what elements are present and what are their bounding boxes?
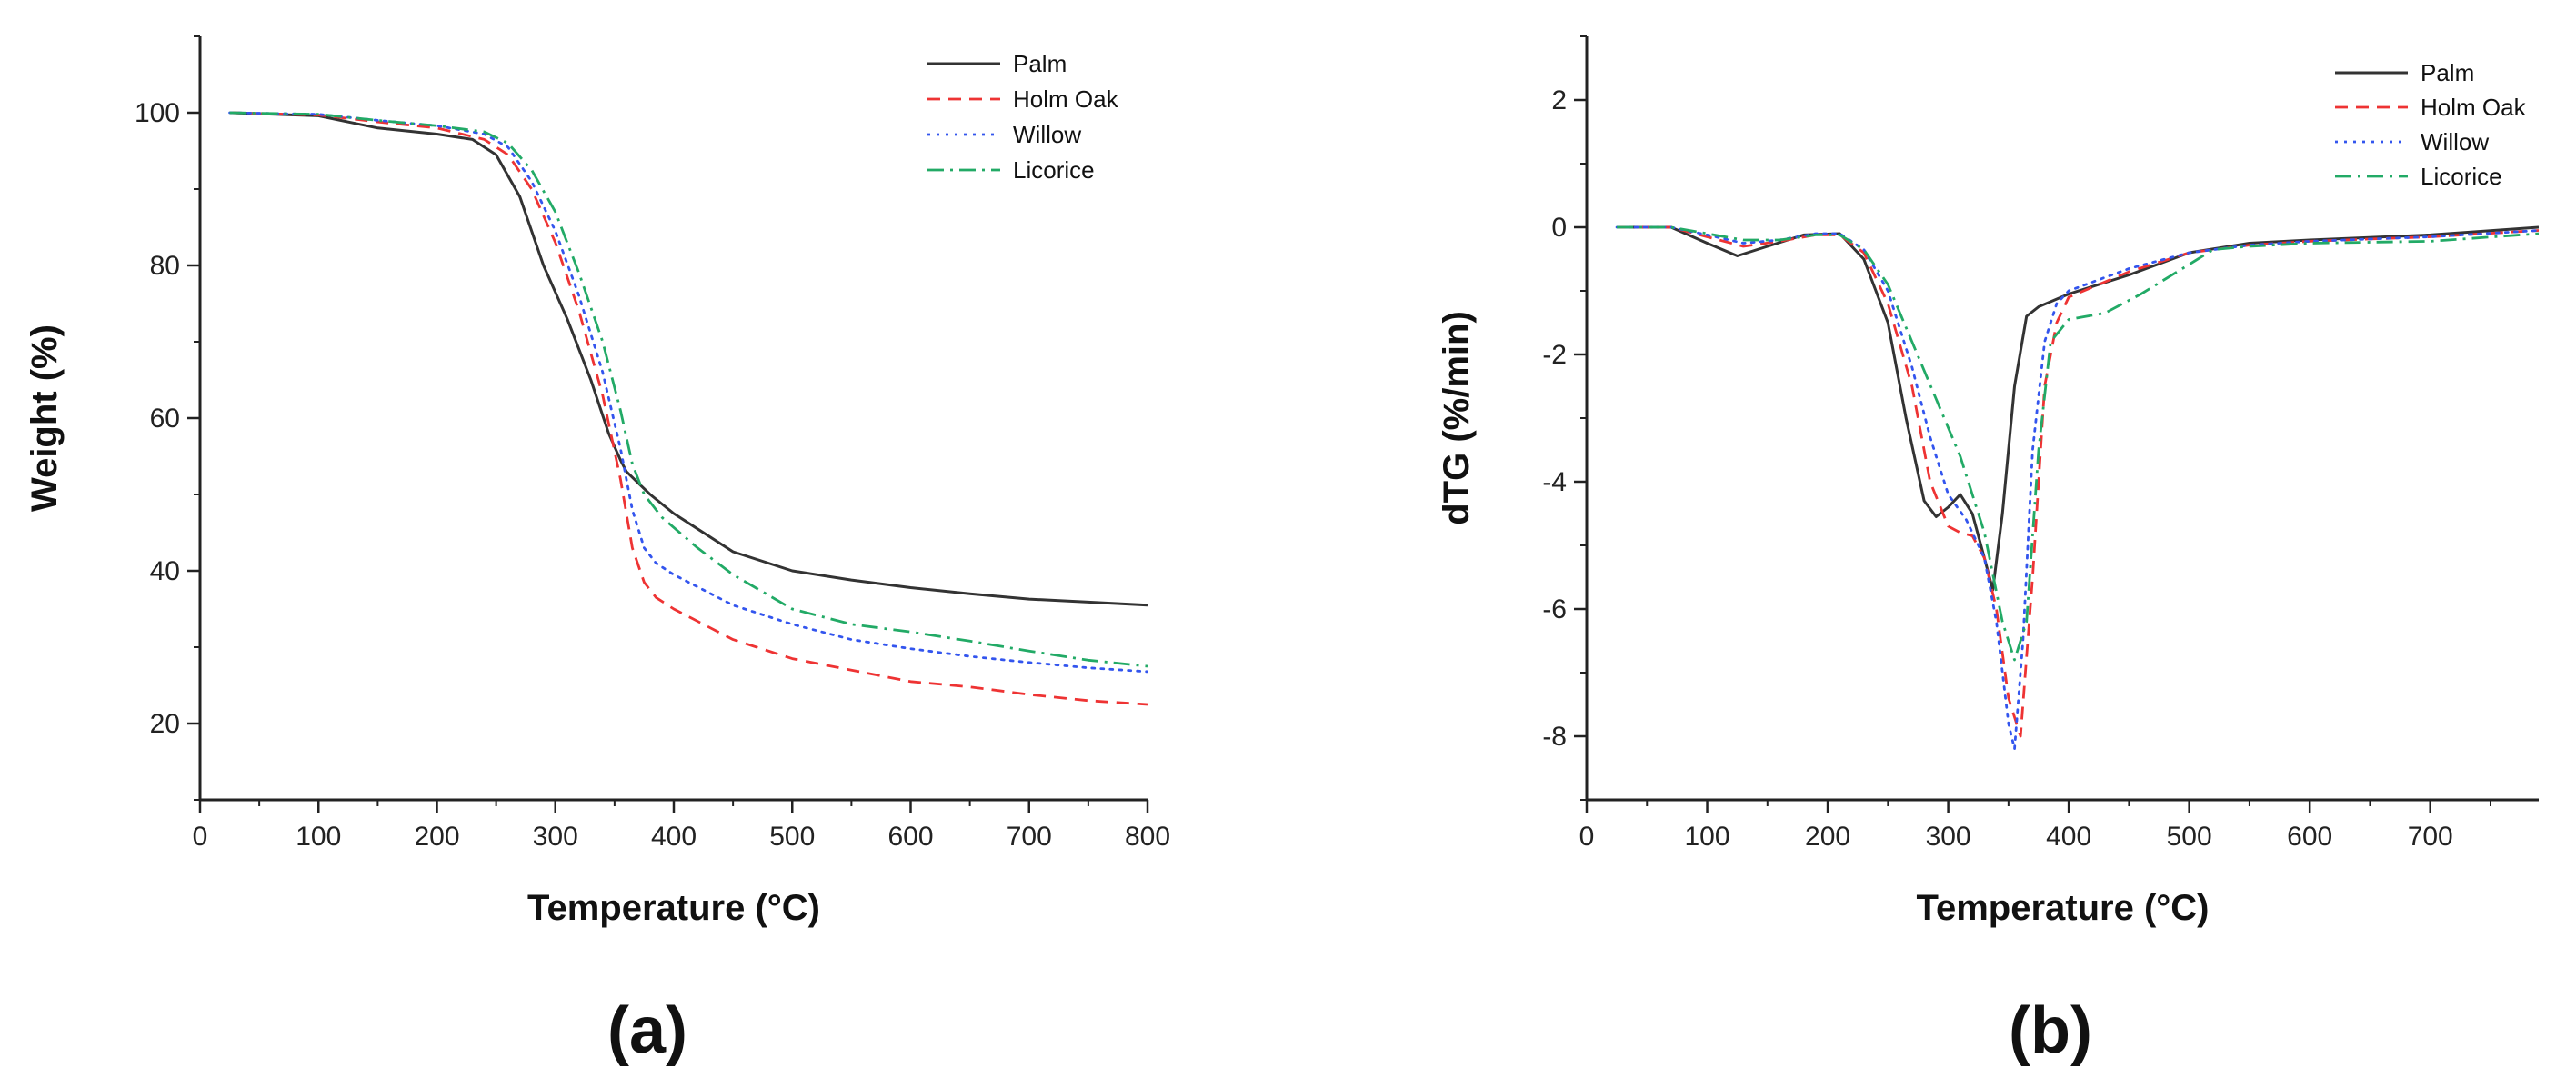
legend: Palm Holm Oak Willow Licorice [2335,59,2527,190]
legend-label-palm: Palm [2421,59,2474,86]
y-tick-label: 60 [150,404,180,434]
x-tick-label: 500 [2167,822,2212,852]
x-axis-title: Temperature (°C) [527,888,820,928]
chart-panel-a: 0 100 200 300 400 500 600 700 800 20 40 60 80 100 Temp… [25,35,1170,928]
legend-label-holm-oak: Holm Oak [2421,94,2527,121]
series-group [1615,225,2539,751]
y-tick-label: 0 [1551,213,1567,243]
x-tick-label: 400 [2046,822,2091,852]
x-tick-label: 500 [769,822,815,852]
series-line-palm [1617,225,2539,592]
y-tick-label: 80 [150,251,180,281]
x-axis-title: Temperature (°C) [1917,888,2210,928]
x-tick-label: 600 [887,822,933,852]
x-tick-label: 300 [533,822,578,852]
legend-label-palm: Palm [1013,50,1067,77]
series-line-licorice [229,111,1148,668]
y-tick-label: 40 [150,556,180,586]
x-tick-label: 700 [2408,822,2453,852]
x-tick-label: 800 [1125,822,1170,852]
x-tick-label: 700 [1007,822,1052,852]
series-line-willow [228,111,1148,674]
series-line-palm [229,111,1148,607]
x-tick-label: 200 [414,822,459,852]
legend-label-holm-oak: Holm Oak [1013,85,1119,113]
panel-label-a: (a) [607,994,687,1067]
y-tick-label: -6 [1542,594,1567,624]
legend-label-licorice: Licorice [1013,156,1095,184]
series-group [228,111,1148,706]
y-tick-label: -2 [1542,340,1567,370]
x-tick-label: 100 [1685,822,1730,852]
y-axis-title: dTG (%/min) [1437,311,1477,525]
x-tick-label: 300 [1926,822,1971,852]
y-tick-label: 20 [150,709,180,739]
y-tick-label: 100 [135,98,180,128]
series-line-willow [1615,225,2539,751]
legend-label-willow: Willow [2421,128,2489,155]
x-tick-label: 100 [296,822,341,852]
legend: Palm Holm Oak Willow Licorice [927,50,1119,184]
chart-panel-b: 0 100 200 300 400 500 600 700 -8 -6 -4 -2 0 2 Temperat… [1437,35,2539,928]
x-tick-label: 400 [651,822,697,852]
x-tick-label: 0 [1579,822,1595,852]
y-tick-label: 2 [1551,85,1567,115]
y-tick-label: -4 [1542,467,1567,497]
x-tick-label: 600 [2287,822,2332,852]
legend-label-licorice: Licorice [2421,163,2502,190]
x-tick-label: 200 [1805,822,1850,852]
panel-label-b: (b) [2009,994,2092,1067]
y-tick-label: -8 [1542,722,1567,752]
legend-label-willow: Willow [1013,121,1081,148]
x-tick-label: 0 [193,822,208,852]
series-line-holm-oak [229,111,1148,706]
series-line-holm-oak [1617,225,2539,738]
series-line-licorice [1617,225,2539,662]
y-axis-title: Weight (%) [25,324,65,512]
